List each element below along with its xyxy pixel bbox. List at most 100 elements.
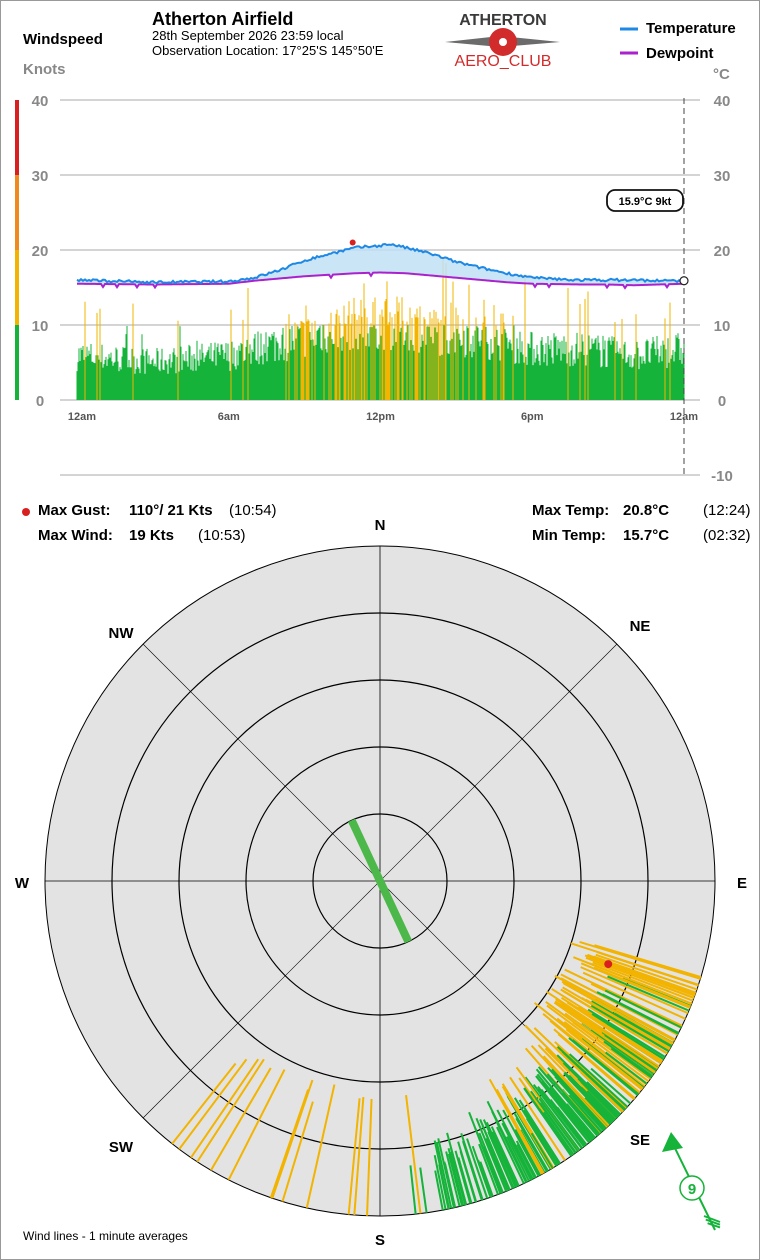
right-axis-tick: 40 xyxy=(714,93,731,110)
wind-line xyxy=(539,1102,577,1154)
wind-line xyxy=(577,1077,618,1119)
x-axis-tick: 6pm xyxy=(521,411,544,423)
wind-line xyxy=(556,1017,646,1088)
current-wind-arrow-barb xyxy=(705,1218,721,1226)
wind-line xyxy=(479,1161,494,1197)
wind-line xyxy=(196,1058,265,1163)
wind-line xyxy=(530,1132,554,1169)
wind-line xyxy=(525,1117,558,1167)
wind-line xyxy=(468,1111,502,1194)
windspeed-label: Windspeed xyxy=(23,31,103,48)
wind-line xyxy=(553,1001,656,1074)
wind-line xyxy=(178,1058,248,1150)
wind-line xyxy=(533,1027,624,1113)
wind-line xyxy=(580,966,689,1015)
wind-line xyxy=(568,1089,606,1131)
wind-line xyxy=(538,1108,573,1157)
wind-line xyxy=(605,1051,648,1085)
min-temp-time: (02:32) xyxy=(703,527,751,544)
wind-line xyxy=(596,991,679,1035)
wind-line xyxy=(488,1078,544,1175)
wind-line xyxy=(513,1112,549,1172)
speed-scale-red xyxy=(15,100,19,175)
wind-line xyxy=(509,1076,566,1161)
wind-line xyxy=(563,1071,614,1123)
max-temp-label: Max Temp: xyxy=(532,502,610,519)
wind-line xyxy=(570,1009,659,1070)
wind-line xyxy=(571,1039,640,1095)
current-wind-arrow: 9 xyxy=(662,1132,721,1231)
wind-line xyxy=(409,1165,417,1215)
max-gust-marker xyxy=(349,239,356,246)
wind-line xyxy=(481,1125,511,1191)
wind-line xyxy=(595,953,698,991)
compass-label-sw: SW xyxy=(109,1139,134,1156)
wind-line xyxy=(530,1044,608,1129)
wind-line xyxy=(566,1103,596,1139)
wind-line xyxy=(542,1111,575,1156)
wind-line xyxy=(607,975,690,1012)
temp-dewpoint-spread xyxy=(77,244,683,289)
wind-line xyxy=(585,956,695,999)
wind-line xyxy=(592,961,694,1002)
min-temp-label: Min Temp: xyxy=(532,527,606,544)
current-wind-arrow-barb xyxy=(703,1215,721,1223)
wind-line xyxy=(447,1147,465,1206)
wind-line xyxy=(171,1062,237,1145)
current-value-marker xyxy=(679,276,689,286)
wind-line xyxy=(538,1098,579,1152)
wind-line xyxy=(603,1040,653,1078)
celsius-label: °C xyxy=(713,66,730,83)
wind-line xyxy=(496,1109,534,1180)
wind-line xyxy=(271,1079,314,1199)
wind-line xyxy=(540,1088,586,1147)
wind-line xyxy=(568,1074,615,1122)
wind-line xyxy=(366,1098,373,1216)
wind-line xyxy=(434,1170,444,1211)
wind-line xyxy=(210,1067,272,1171)
compass-label-w: W xyxy=(15,875,30,892)
wind-line xyxy=(353,1097,365,1216)
wind-bars xyxy=(76,257,685,400)
max-wind-label: Max Wind: xyxy=(38,527,113,544)
speed-scale-amber xyxy=(15,250,19,325)
wind-line xyxy=(586,1090,617,1121)
wind-line xyxy=(545,990,660,1068)
wind-line xyxy=(450,1151,467,1206)
max-wind-time: (10:53) xyxy=(198,527,246,544)
wind-line xyxy=(591,1013,665,1060)
wind-line xyxy=(433,1154,447,1210)
wind-line xyxy=(560,988,668,1055)
wind-line xyxy=(556,1106,588,1146)
wind-line xyxy=(281,1101,314,1202)
wind-line xyxy=(485,1121,517,1188)
wind-line xyxy=(561,1050,626,1111)
compass-label-ne: NE xyxy=(630,618,651,635)
wind-line xyxy=(459,1151,477,1203)
wind-line xyxy=(524,1076,581,1151)
wind-line xyxy=(566,1001,662,1065)
compass-gust-marker xyxy=(604,960,613,969)
speed-scale-green xyxy=(15,325,19,400)
compass-label-se: SE xyxy=(630,1132,650,1149)
wind-line xyxy=(582,971,686,1020)
wind-line xyxy=(563,1072,613,1124)
wind-line xyxy=(482,1146,503,1194)
wind-line xyxy=(433,1140,451,1210)
wind-line xyxy=(542,1055,610,1127)
max-temp-time: (12:24) xyxy=(703,502,751,519)
wind-line xyxy=(475,1117,508,1192)
wind-line xyxy=(622,1030,666,1058)
station-title: Atherton Airfield xyxy=(152,9,294,29)
right-axis-tick: -10 xyxy=(711,468,733,485)
wind-line xyxy=(269,1089,310,1199)
left-axis-tick: 40 xyxy=(32,93,49,110)
wind-line xyxy=(590,1004,670,1053)
wind-line xyxy=(347,1098,361,1215)
wind-line xyxy=(435,1141,453,1209)
current-wind-needle xyxy=(348,818,412,944)
wind-line xyxy=(589,962,693,1005)
current-value-tooltip xyxy=(606,189,684,212)
wind-line xyxy=(584,1096,612,1125)
wind-line xyxy=(487,1131,514,1189)
